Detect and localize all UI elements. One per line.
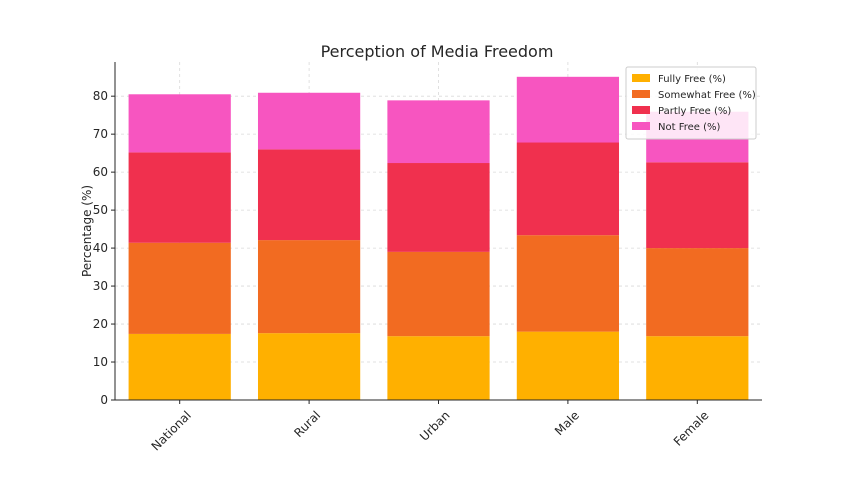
y-tick-label: 80: [93, 89, 108, 103]
bar-male-fully-free: [516, 331, 620, 400]
bar-female-somewhat-free: [646, 248, 749, 337]
y-tick-label: 70: [93, 127, 108, 141]
y-ticks: 0 10 20 30 40 50 60 70 80: [93, 89, 115, 407]
y-tick-label: 20: [93, 317, 108, 331]
legend: Fully Free (%) Somewhat Free (%) Partly Fr…: [625, 66, 757, 140]
bar-male-partly-free: [516, 142, 620, 236]
bar-national-somewhat-free: [128, 242, 231, 334]
legend-label-fully-free: Fully Free (%): [658, 74, 726, 85]
x-tick-label-female: Female: [671, 408, 712, 449]
y-tick-label: 40: [93, 241, 108, 255]
x-tick-label-urban: Urban: [417, 408, 453, 444]
legend-swatch-partly-free: [632, 106, 650, 114]
bar-female-partly-free: [646, 162, 749, 249]
bars: [128, 76, 749, 400]
legend-label-partly-free: Partly Free (%): [658, 106, 731, 117]
bar-national-partly-free: [128, 152, 231, 243]
bar-male-somewhat-free: [516, 235, 620, 332]
y-tick-label: 60: [93, 165, 108, 179]
legend-swatch-fully-free: [632, 74, 650, 82]
y-axis-label: Percentage (%): [80, 185, 94, 277]
bar-urban-partly-free: [387, 163, 490, 252]
bar-rural-partly-free: [257, 149, 361, 241]
chart-title: Perception of Media Freedom: [321, 42, 554, 61]
y-tick-label: 10: [93, 355, 108, 369]
bar-rural-fully-free: [257, 333, 361, 400]
bar-rural-somewhat-free: [257, 240, 361, 334]
y-tick-label: 0: [100, 393, 108, 407]
bar-rural-not-free: [257, 92, 361, 150]
x-tick-label-rural: Rural: [291, 408, 323, 440]
bar-urban-somewhat-free: [387, 251, 490, 337]
legend-box: [625, 66, 757, 140]
x-tick-label-male: Male: [552, 408, 582, 438]
bar-male-not-free: [516, 76, 620, 143]
bar-national-not-free: [128, 94, 231, 153]
x-ticks: National Rural Urban Male Female: [149, 400, 712, 453]
legend-swatch-somewhat-free: [632, 90, 650, 98]
bar-urban-fully-free: [387, 336, 490, 400]
bar-female-fully-free: [646, 336, 749, 400]
legend-label-not-free: Not Free (%): [658, 122, 721, 133]
legend-swatch-not-free: [632, 122, 650, 130]
y-tick-label: 50: [93, 203, 108, 217]
bar-national-fully-free: [128, 333, 231, 400]
y-tick-label: 30: [93, 279, 108, 293]
bar-urban-not-free: [387, 100, 490, 164]
legend-label-somewhat-free: Somewhat Free (%): [658, 90, 756, 101]
x-tick-label-national: National: [149, 408, 194, 453]
